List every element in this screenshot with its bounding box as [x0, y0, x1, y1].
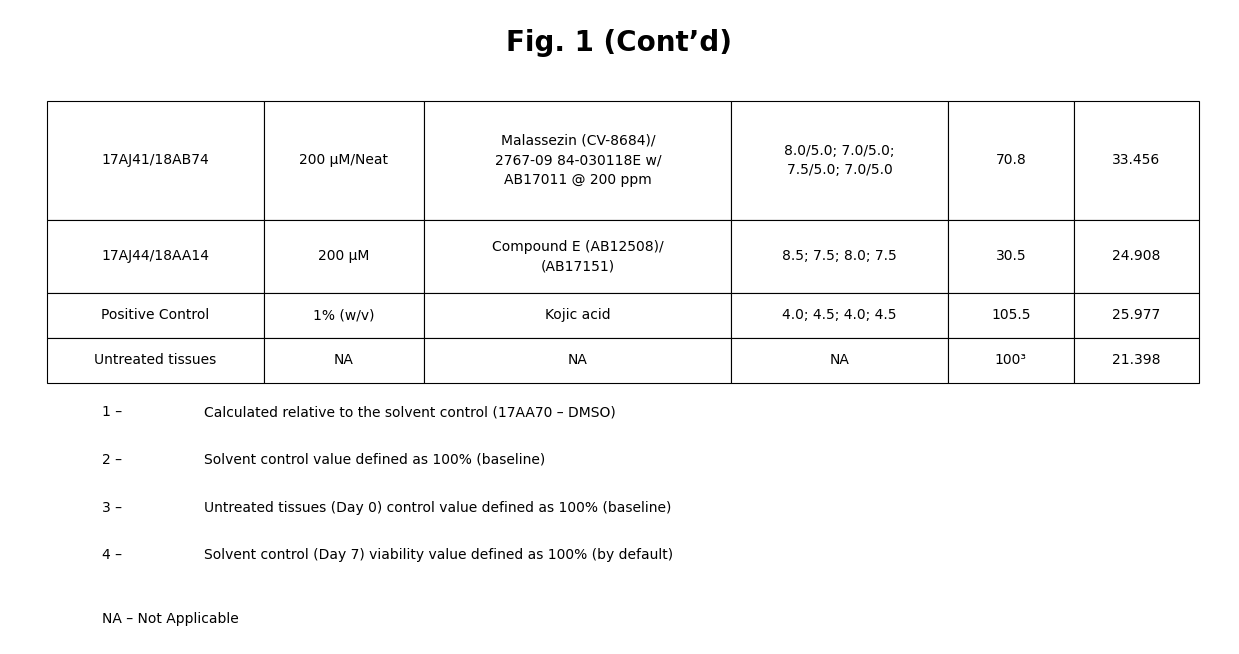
Text: 1 –: 1 – — [102, 405, 121, 419]
Bar — [264, 338, 424, 383]
Text: 21.398: 21.398 — [1113, 353, 1161, 367]
Text: 2 –: 2 – — [102, 453, 121, 467]
Bar — [47, 338, 264, 383]
Text: 8.0/5.0; 7.0/5.0;
7.5/5.0; 7.0/5.0: 8.0/5.0; 7.0/5.0; 7.5/5.0; 7.0/5.0 — [784, 144, 895, 177]
Bar — [424, 220, 731, 293]
Bar — [47, 293, 264, 338]
Text: 4.0; 4.5; 4.0; 4.5: 4.0; 4.5; 4.0; 4.5 — [783, 309, 897, 322]
Text: 8.5; 7.5; 8.0; 7.5: 8.5; 7.5; 8.0; 7.5 — [782, 249, 897, 264]
Text: Kojic acid: Kojic acid — [545, 309, 611, 322]
Bar — [424, 293, 731, 338]
Bar — [731, 220, 948, 293]
Bar — [1074, 338, 1199, 383]
Bar — [731, 101, 948, 220]
Bar — [948, 101, 1074, 220]
Text: 4 –: 4 – — [102, 548, 121, 562]
Text: 100³: 100³ — [995, 353, 1027, 367]
Bar — [731, 338, 948, 383]
Text: Fig. 1 (Cont’d): Fig. 1 (Cont’d) — [507, 29, 732, 58]
Bar — [1074, 101, 1199, 220]
Bar — [1074, 293, 1199, 338]
Text: 25.977: 25.977 — [1113, 309, 1161, 322]
Text: Malassezin (CV-8684)/
2767-09 84-030118E w/
AB17011 @ 200 ppm: Malassezin (CV-8684)/ 2767-09 84-030118E… — [494, 134, 662, 187]
Text: NA: NA — [335, 353, 354, 367]
Bar — [47, 220, 264, 293]
Text: 1% (w/v): 1% (w/v) — [313, 309, 374, 322]
Text: Compound E (AB12508)/
(AB17151): Compound E (AB12508)/ (AB17151) — [492, 239, 664, 273]
Text: 33.456: 33.456 — [1113, 154, 1161, 167]
Bar — [948, 293, 1074, 338]
Text: Calculated relative to the solvent control (17AA70 – DMSO): Calculated relative to the solvent contr… — [204, 405, 616, 419]
Text: Solvent control (Day 7) viability value defined as 100% (by default): Solvent control (Day 7) viability value … — [204, 548, 674, 562]
Bar — [264, 293, 424, 338]
Text: Positive Control: Positive Control — [102, 309, 209, 322]
Bar — [424, 338, 731, 383]
Text: 30.5: 30.5 — [995, 249, 1026, 264]
Text: NA: NA — [567, 353, 587, 367]
Text: Untreated tissues: Untreated tissues — [94, 353, 217, 367]
Bar — [264, 220, 424, 293]
Text: 105.5: 105.5 — [991, 309, 1031, 322]
Bar — [948, 220, 1074, 293]
Text: Untreated tissues (Day 0) control value defined as 100% (baseline): Untreated tissues (Day 0) control value … — [204, 500, 672, 515]
Text: 24.908: 24.908 — [1113, 249, 1161, 264]
Text: 200 μM: 200 μM — [318, 249, 369, 264]
Text: 17AJ41/18AB74: 17AJ41/18AB74 — [102, 154, 209, 167]
Bar — [264, 101, 424, 220]
Bar — [731, 293, 948, 338]
Bar — [424, 101, 731, 220]
Text: 70.8: 70.8 — [995, 154, 1026, 167]
Text: 17AJ44/18AA14: 17AJ44/18AA14 — [102, 249, 209, 264]
Bar — [948, 338, 1074, 383]
Text: Solvent control value defined as 100% (baseline): Solvent control value defined as 100% (b… — [204, 453, 545, 467]
Bar — [47, 101, 264, 220]
Text: 200 μM/Neat: 200 μM/Neat — [300, 154, 388, 167]
Text: 3 –: 3 – — [102, 500, 121, 515]
Bar — [1074, 220, 1199, 293]
Text: NA – Not Applicable: NA – Not Applicable — [102, 612, 238, 627]
Text: NA: NA — [830, 353, 850, 367]
